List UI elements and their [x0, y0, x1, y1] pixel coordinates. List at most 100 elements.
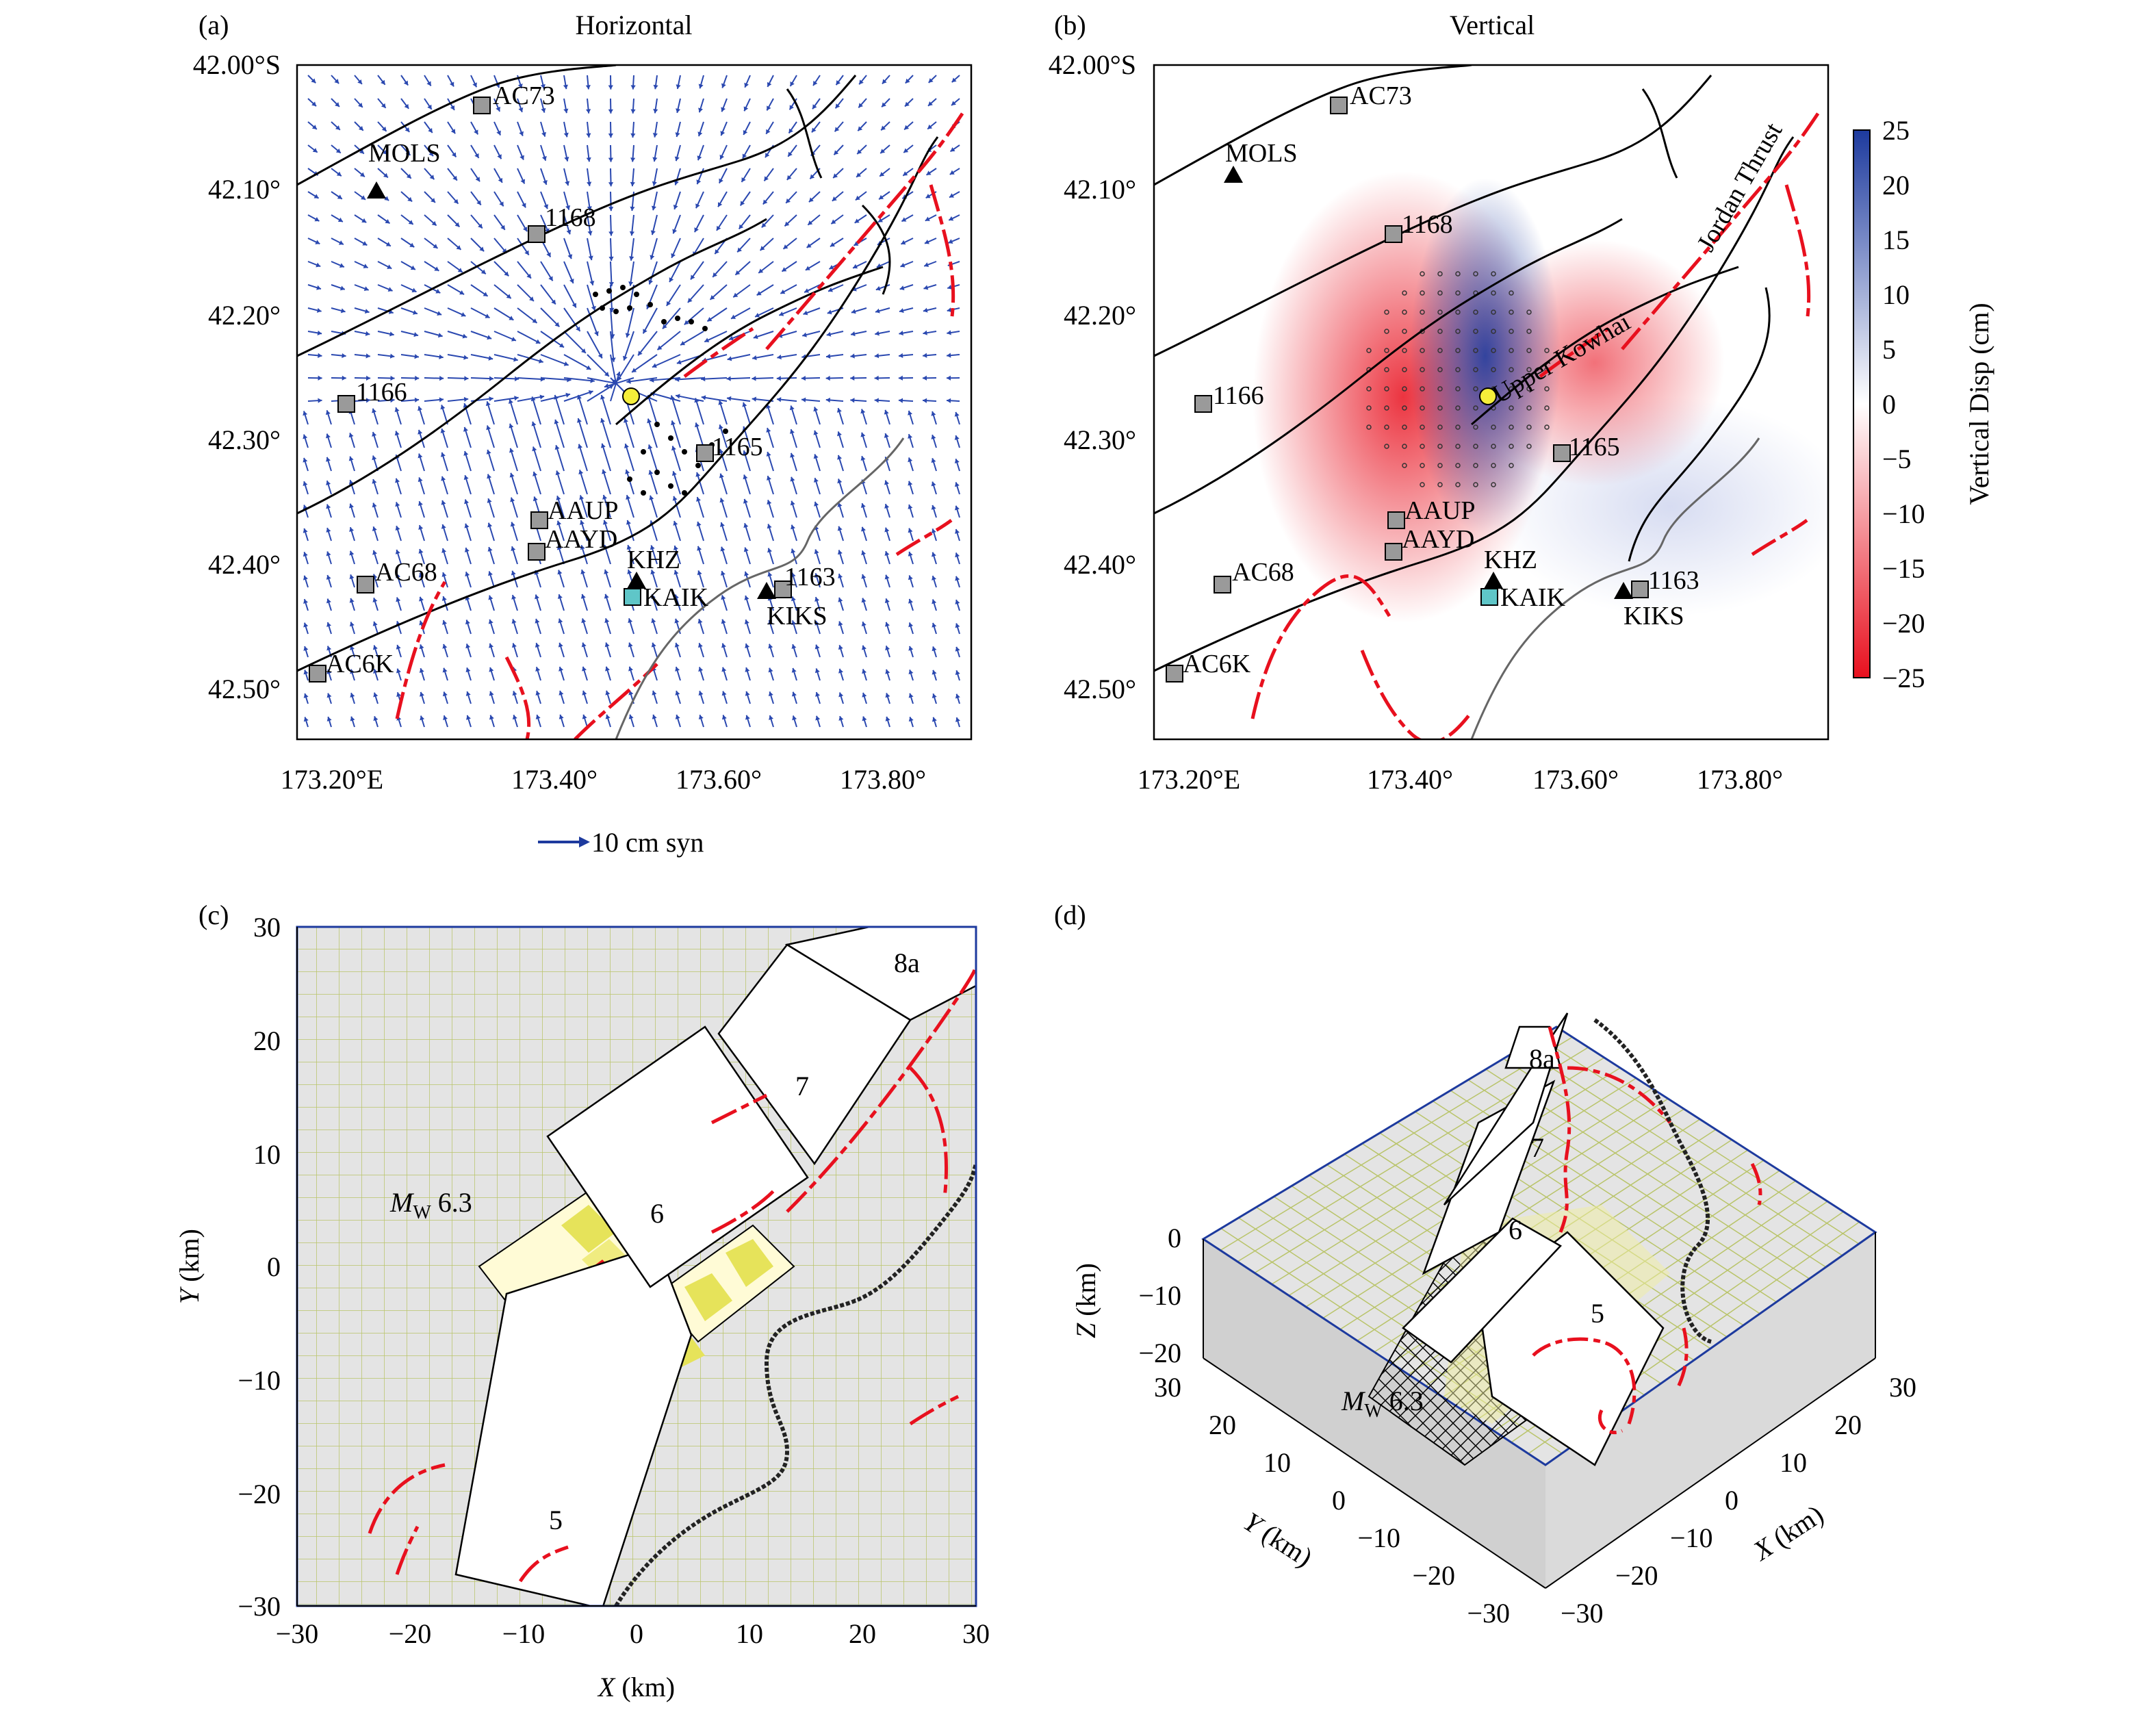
colorbar-ticks: 25 20 15 10 5 0 −5 −10 −15 −20 −25: [1882, 115, 1925, 693]
svg-text:AAUP: AAUP: [1404, 496, 1475, 525]
svg-text:AAYD: AAYD: [545, 525, 617, 554]
coastline-c: [614, 1163, 976, 1606]
mw-label-d: MW 6.3: [1341, 1386, 1424, 1422]
stations-a: [309, 97, 792, 682]
svg-text:−20: −20: [1615, 1560, 1658, 1591]
station-labels-a: AC73 MOLS 1168 1166 1165 AAUP AAYD KHZ K…: [326, 81, 836, 678]
svg-text:42.10°: 42.10°: [1064, 174, 1136, 205]
panel-c-letter: (c): [198, 899, 229, 930]
svg-text:1166: 1166: [1213, 381, 1264, 410]
svg-text:42.30°: 42.30°: [208, 424, 281, 455]
svg-text:1168: 1168: [545, 203, 596, 232]
svg-text:−20: −20: [1138, 1338, 1181, 1368]
panel-d: (d) 8a 7 6: [1054, 899, 1916, 1629]
aftershock-dots: [593, 285, 728, 496]
panel-c-axis-lines: [296, 927, 976, 1607]
svg-text:AAUP: AAUP: [548, 496, 618, 525]
svg-text:173.60°: 173.60°: [1532, 764, 1619, 795]
svg-text:7: 7: [1530, 1132, 1544, 1163]
svg-text:KHZ: KHZ: [1484, 546, 1537, 574]
svg-text:0: 0: [1168, 1223, 1181, 1253]
panel-d-zlabel: Z (km): [1070, 1263, 1101, 1338]
scale-arrow-legend: 10 cm syn: [538, 827, 704, 858]
panel-a-frame: [296, 64, 973, 741]
svg-text:AC6K: AC6K: [326, 650, 394, 678]
panel-a: (a) Horizontal: [193, 10, 973, 858]
svg-text:−25: −25: [1882, 663, 1925, 693]
colorbar-label: Vertical Disp (cm): [1964, 303, 1994, 505]
svg-text:KIKS: KIKS: [1624, 602, 1684, 630]
panel-d-letter: (d): [1054, 899, 1086, 930]
svg-text:−20: −20: [389, 1618, 432, 1649]
svg-text:−15: −15: [1882, 553, 1925, 584]
panel-c: (c): [174, 899, 990, 1702]
surface-rupture-red-b: [1250, 108, 1823, 739]
box-side-left: [1203, 1239, 1545, 1588]
svg-text:−30: −30: [238, 1591, 281, 1622]
svg-text:173.20°E: 173.20°E: [281, 764, 383, 795]
svg-text:AC73: AC73: [493, 81, 555, 110]
svg-text:30: 30: [253, 912, 281, 943]
svg-text:42.30°: 42.30°: [1064, 424, 1136, 455]
coastline-d: [1593, 1018, 1712, 1344]
panel-a-title: Horizontal: [575, 10, 692, 40]
svg-text:10: 10: [1263, 1447, 1291, 1478]
svg-text:30: 30: [1154, 1372, 1181, 1403]
panel-c-xlabel: X (km): [597, 1672, 675, 1702]
svg-text:−10: −10: [1670, 1522, 1713, 1553]
svg-text:42.20°: 42.20°: [208, 300, 281, 331]
svg-text:1166: 1166: [356, 378, 407, 407]
svg-text:−10: −10: [238, 1365, 281, 1396]
panel-b-lat-ticks: 42.00°S 42.10° 42.20° 42.30° 42.40° 42.5…: [1049, 49, 1136, 704]
surface-rupture-red-d: [1532, 1026, 1762, 1435]
panel-d-x-ticks: 30 20 10 0 −10 −20 −30: [1561, 1372, 1916, 1629]
svg-text:0: 0: [1332, 1485, 1346, 1516]
svg-text:5: 5: [1882, 334, 1896, 365]
svg-text:1165: 1165: [1569, 433, 1620, 461]
panel-b-frame: [1153, 64, 1830, 741]
svg-text:−10: −10: [1138, 1280, 1181, 1311]
svg-text:−30: −30: [1467, 1598, 1510, 1629]
colorbar: 25 20 15 10 5 0 −5 −10 −15 −20 −25 Verti…: [1853, 115, 1994, 693]
svg-text:−30: −30: [1561, 1598, 1604, 1629]
svg-text:AAYD: AAYD: [1402, 525, 1474, 554]
svg-text:1163: 1163: [784, 563, 836, 591]
station-labels-b: AC73 MOLS 1168 1166 1165 AAUP AAYD KHZ K…: [1183, 81, 1699, 678]
surface-rupture-red-c: [368, 964, 976, 1583]
mw-label-c: MW 6.3: [389, 1187, 472, 1223]
svg-text:1165: 1165: [712, 433, 763, 461]
svg-text:0: 0: [1725, 1485, 1738, 1516]
svg-text:−20: −20: [238, 1479, 281, 1509]
svg-text:30: 30: [962, 1618, 990, 1649]
coastline: [615, 437, 905, 739]
box-edges: [1203, 1232, 1876, 1589]
svg-text:10: 10: [1780, 1447, 1807, 1478]
svg-text:173.80°: 173.80°: [1697, 764, 1783, 795]
svg-text:10: 10: [736, 1618, 763, 1649]
segment-6: [546, 1025, 809, 1288]
panel-c-ylabel: Y (km): [174, 1229, 205, 1304]
panel-d-xlabel: X (km): [1747, 1498, 1829, 1567]
active-faults-black: [297, 65, 939, 672]
coastline-b: [1470, 437, 1760, 739]
svg-text:42.50°: 42.50°: [1064, 674, 1136, 704]
svg-text:−10: −10: [1882, 498, 1925, 529]
svg-text:10 cm syn: 10 cm syn: [591, 827, 704, 858]
active-faults-black-b: [1154, 65, 1795, 672]
stations-b: [1166, 97, 1649, 682]
svg-text:42.10°: 42.10°: [208, 174, 281, 205]
svg-text:−30: −30: [276, 1618, 319, 1649]
svg-text:KAIK: KAIK: [643, 583, 709, 612]
panel-b-title: Vertical: [1450, 10, 1535, 40]
panel-d-z-ticks: 0 −10 −20: [1138, 1223, 1181, 1368]
svg-text:5: 5: [1591, 1298, 1604, 1329]
svg-text:42.40°: 42.40°: [208, 549, 281, 580]
svg-text:AC73: AC73: [1350, 81, 1412, 110]
svg-text:MOLS: MOLS: [1225, 139, 1298, 168]
svg-text:−5: −5: [1882, 444, 1912, 474]
svg-text:AC68: AC68: [1232, 558, 1294, 587]
svg-text:7: 7: [795, 1071, 809, 1101]
svg-text:10: 10: [253, 1139, 281, 1170]
segment-8a: [784, 927, 976, 1021]
